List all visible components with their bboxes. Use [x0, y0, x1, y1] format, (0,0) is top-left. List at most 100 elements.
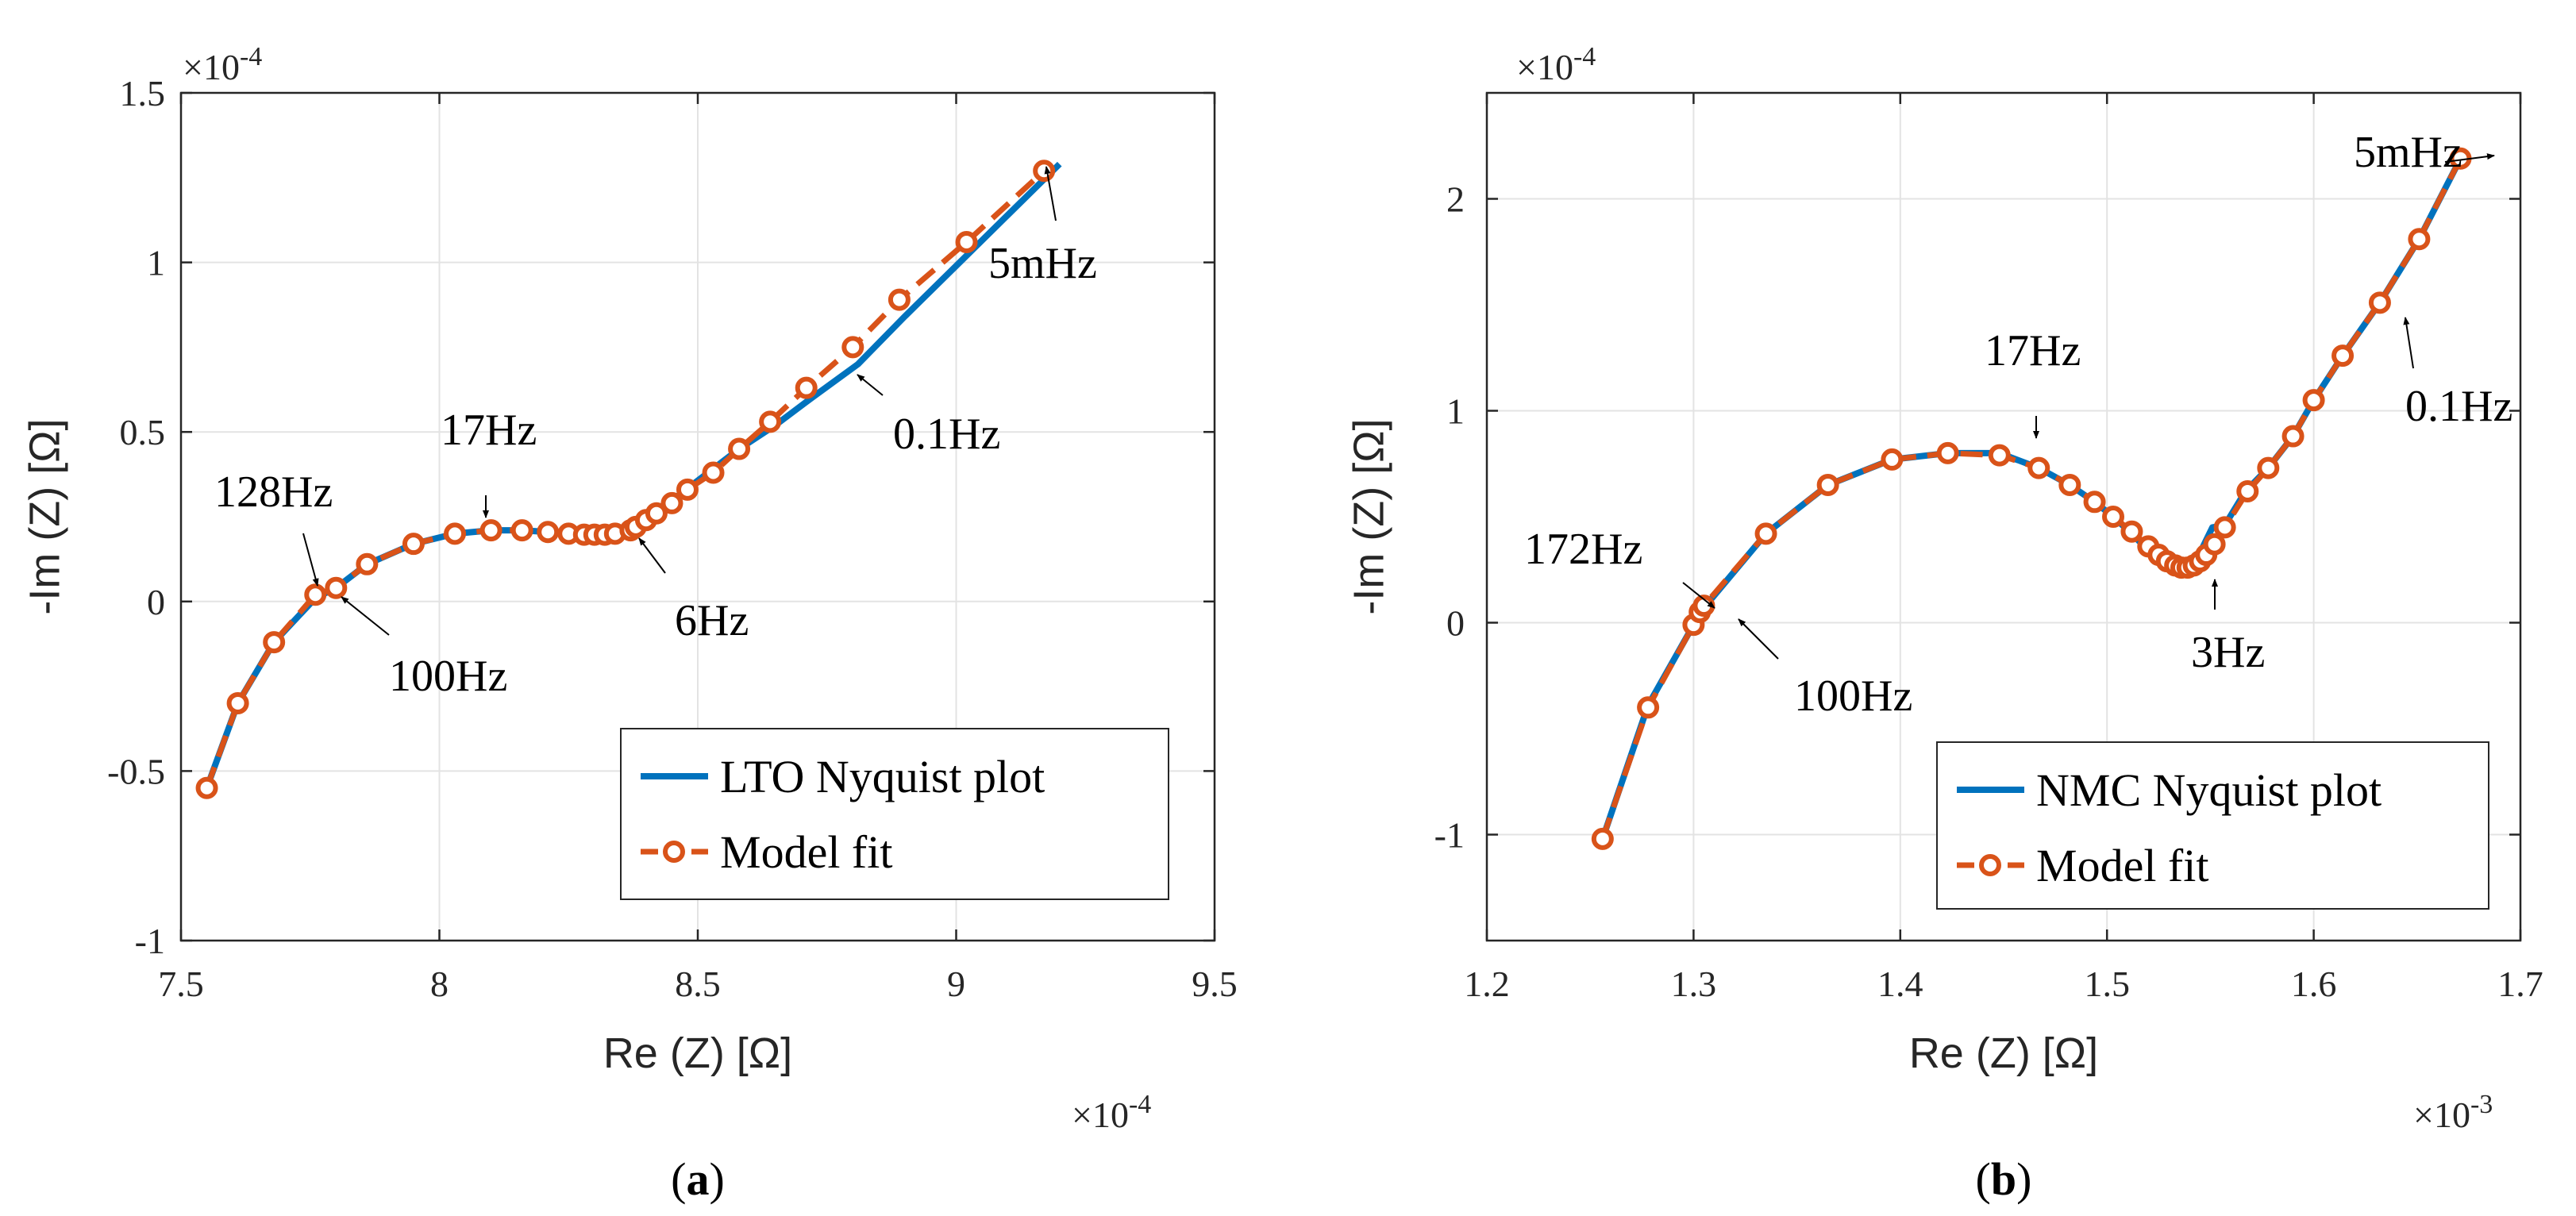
- data-point: [226, 691, 249, 714]
- caption-letter: a: [687, 1153, 710, 1205]
- y-tick-label: 0: [1446, 603, 1465, 644]
- data-point: [2236, 479, 2259, 502]
- data-point: [1754, 522, 1777, 545]
- data-point: [1936, 441, 1959, 464]
- legend-entry: NMC Nyquist plot: [2036, 764, 2382, 816]
- y-axis-multiplier: ×10-4: [183, 42, 262, 87]
- data-point: [2058, 473, 2081, 496]
- y-axis-label: -Im (Z) [Ω]: [21, 418, 68, 614]
- data-point: [2302, 389, 2325, 412]
- data-point: [479, 519, 502, 542]
- y-tick-label: -1: [135, 921, 165, 961]
- x-tick-label: 1.5: [2084, 964, 2130, 1004]
- annotation-label: 172Hz: [1524, 525, 1642, 574]
- y-tick-label: 1: [1446, 391, 1465, 432]
- caption-close: ): [2016, 1153, 2031, 1205]
- y-axis-label: -Im (Z) [Ω]: [1345, 418, 1392, 614]
- data-point: [510, 519, 533, 542]
- chart-panel-b: 1.2 1.3 1.4 1.5 1.6 1.7 -1 0 1 2 ×10-4 ×10-3 Re (Z) …: [1345, 42, 2543, 1205]
- panel-caption: (b): [1976, 1153, 2032, 1205]
- data-point: [1033, 160, 1056, 183]
- annotation-arrow: [2403, 317, 2414, 369]
- y-tick-label: 1: [147, 243, 165, 283]
- data-point: [645, 502, 668, 525]
- panel-caption: (a): [671, 1153, 725, 1205]
- annotation-arrow: [638, 537, 666, 574]
- data-point: [2120, 520, 2143, 543]
- data-point: [1591, 827, 1614, 850]
- axes-frame: [1485, 91, 2522, 942]
- data-point: [444, 522, 467, 545]
- y-tick-label: 2: [1446, 179, 1465, 220]
- legend-entry: LTO Nyquist plot: [720, 751, 1045, 802]
- legend-marker: [663, 841, 685, 863]
- x-tick-label: 8.5: [675, 964, 721, 1004]
- y-tick-label: -1: [1434, 815, 1465, 856]
- annotation-label: 128Hz: [214, 468, 333, 517]
- annotation-label: 17Hz: [441, 406, 537, 455]
- y-tick-label: 1.5: [120, 73, 166, 114]
- x-tick-label: 8: [430, 964, 449, 1004]
- y-axis-multiplier: ×10-4: [1516, 42, 1596, 87]
- annotation-arrow: [1682, 582, 1715, 609]
- annotation-arrow: [302, 533, 319, 587]
- x-axis-multiplier: ×10-3: [2413, 1090, 2493, 1135]
- data-point: [841, 336, 864, 359]
- annotation-label: 3Hz: [2191, 628, 2265, 677]
- data-point: [2281, 425, 2305, 448]
- data-point: [1816, 473, 1839, 496]
- x-tick-label: 1.6: [2291, 964, 2337, 1004]
- data-point: [2257, 456, 2280, 479]
- annotation-label: 100Hz: [389, 652, 507, 701]
- data-point: [356, 552, 379, 575]
- legend-entry: Model fit: [720, 826, 892, 878]
- data-point: [2408, 228, 2431, 251]
- y-tick-label: -0.5: [107, 751, 165, 791]
- annotation-label: 17Hz: [1985, 326, 2081, 375]
- caption-open: (: [671, 1153, 686, 1205]
- caption-letter: b: [1991, 1153, 2016, 1205]
- data-point: [702, 461, 725, 484]
- x-tick-label: 1.2: [1464, 964, 1510, 1004]
- annotation-label: 0.1Hz: [893, 410, 1000, 459]
- data-point: [2102, 506, 2125, 528]
- data-point: [759, 410, 782, 433]
- x-axis-exponent: -4: [1129, 1090, 1151, 1119]
- data-point: [1637, 696, 1660, 719]
- data-point: [2027, 456, 2050, 479]
- annotation-arrow: [1738, 618, 1779, 660]
- legend-entry: Model fit: [2036, 840, 2208, 891]
- data-point: [2331, 344, 2355, 367]
- data-point: [2083, 491, 2106, 514]
- annotation-label: 6Hz: [675, 596, 749, 645]
- x-tick-label: 7.5: [158, 964, 204, 1004]
- legend-marker: [1979, 854, 2001, 876]
- data-point: [1881, 448, 1904, 471]
- annotation-label: 100Hz: [1794, 671, 1912, 721]
- x-tick-label: 9: [947, 964, 965, 1004]
- data-point: [2213, 516, 2236, 539]
- data-point: [676, 478, 699, 501]
- annotation-label: 5mHz: [988, 239, 1097, 288]
- annotation-arrow: [341, 596, 390, 636]
- annotation-label: 0.1Hz: [2405, 382, 2512, 431]
- caption-close: ): [710, 1153, 725, 1205]
- data-point: [263, 631, 286, 654]
- data-point: [325, 576, 348, 599]
- data-point: [195, 776, 218, 799]
- annotation-arrow: [2444, 153, 2495, 163]
- y-axis-exponent: -4: [1573, 42, 1596, 71]
- data-point: [1988, 444, 2011, 467]
- legend-box: [620, 728, 1169, 900]
- caption-open: (: [1976, 1153, 1991, 1205]
- data-point: [795, 376, 818, 399]
- x-axis-label: Re (Z) [Ω]: [603, 1029, 792, 1077]
- data-point: [2368, 291, 2391, 314]
- annotation-arrow: [857, 374, 884, 396]
- data-point: [537, 521, 560, 544]
- data-point: [888, 288, 911, 311]
- x-tick-label: 1.4: [1877, 964, 1923, 1004]
- y-axis-exponent: -4: [240, 42, 262, 71]
- data-point: [955, 230, 978, 253]
